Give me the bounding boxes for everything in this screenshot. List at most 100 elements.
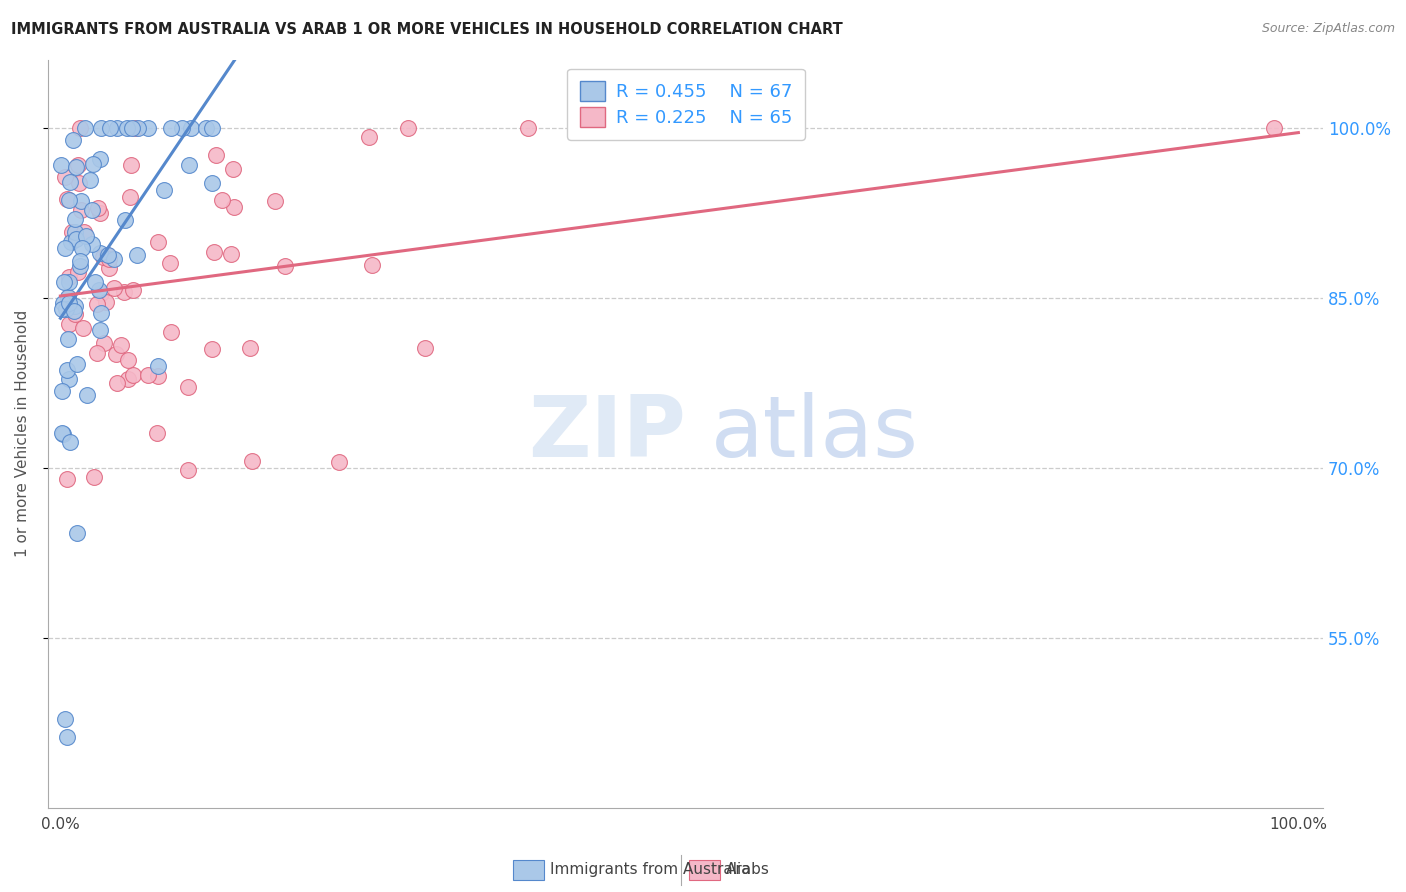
Arabs bbox=[328, 454, 350, 468]
Arabs bbox=[105, 376, 128, 390]
Arabs bbox=[176, 462, 198, 476]
Arabs bbox=[58, 317, 80, 331]
Arabs bbox=[221, 162, 243, 177]
Immigrants from Australia bbox=[58, 296, 80, 310]
Immigrants from Australia bbox=[89, 245, 111, 260]
Arabs bbox=[86, 346, 108, 360]
Immigrants from Australia bbox=[58, 275, 80, 289]
Text: Immigrants from Australia: Immigrants from Australia bbox=[550, 863, 751, 877]
Immigrants from Australia bbox=[89, 283, 111, 297]
Arabs bbox=[219, 247, 242, 261]
Immigrants from Australia bbox=[153, 183, 176, 197]
Arabs bbox=[117, 372, 139, 386]
Arabs bbox=[69, 120, 91, 135]
Arabs bbox=[148, 369, 170, 384]
Immigrants from Australia bbox=[179, 158, 201, 172]
Immigrants from Australia bbox=[65, 160, 87, 174]
Immigrants from Australia bbox=[76, 388, 98, 402]
Immigrants from Australia bbox=[65, 300, 87, 314]
Immigrants from Australia bbox=[63, 211, 86, 226]
Arabs bbox=[96, 248, 118, 262]
Arabs bbox=[120, 189, 142, 203]
Immigrants from Australia bbox=[52, 296, 75, 310]
Arabs bbox=[73, 225, 96, 239]
Immigrants from Australia bbox=[55, 731, 77, 745]
Immigrants from Australia bbox=[125, 248, 148, 262]
Immigrants from Australia bbox=[51, 426, 73, 441]
Arabs bbox=[105, 346, 128, 360]
Immigrants from Australia bbox=[115, 120, 138, 135]
Arabs bbox=[69, 203, 91, 218]
Immigrants from Australia bbox=[80, 236, 103, 251]
Immigrants from Australia bbox=[55, 712, 77, 726]
Immigrants from Australia bbox=[114, 213, 136, 227]
Immigrants from Australia bbox=[65, 525, 87, 540]
Immigrants from Australia bbox=[103, 252, 125, 266]
Arabs bbox=[413, 341, 436, 355]
Arabs bbox=[91, 250, 114, 264]
Immigrants from Australia bbox=[59, 235, 82, 249]
Arabs bbox=[201, 342, 224, 356]
Immigrants from Australia bbox=[56, 332, 79, 346]
Immigrants from Australia bbox=[51, 302, 73, 317]
Immigrants from Australia bbox=[56, 363, 79, 377]
Arabs bbox=[239, 341, 262, 355]
Arabs bbox=[87, 201, 110, 215]
Arabs bbox=[120, 158, 142, 172]
Immigrants from Australia bbox=[89, 152, 111, 166]
Arabs bbox=[159, 325, 181, 339]
Immigrants from Australia bbox=[146, 359, 169, 373]
Immigrants from Australia bbox=[180, 120, 202, 135]
Arabs bbox=[1263, 120, 1285, 135]
Arabs bbox=[53, 169, 76, 184]
Arabs bbox=[124, 120, 146, 135]
Immigrants from Australia bbox=[56, 290, 79, 304]
Arabs bbox=[146, 426, 169, 441]
Immigrants from Australia bbox=[96, 248, 118, 262]
Immigrants from Australia bbox=[82, 202, 104, 217]
Immigrants from Australia bbox=[83, 275, 105, 289]
Immigrants from Australia bbox=[90, 306, 112, 320]
Immigrants from Australia bbox=[59, 175, 82, 189]
Arabs bbox=[67, 158, 90, 172]
Arabs bbox=[222, 200, 245, 214]
Arabs bbox=[117, 353, 139, 368]
Immigrants from Australia bbox=[170, 120, 193, 135]
Immigrants from Australia bbox=[90, 120, 112, 135]
Arabs bbox=[360, 258, 382, 272]
Arabs bbox=[93, 336, 115, 351]
Arabs bbox=[89, 206, 111, 220]
Arabs bbox=[55, 472, 77, 486]
Immigrants from Australia bbox=[195, 120, 218, 135]
Arabs bbox=[263, 194, 285, 209]
Arabs bbox=[56, 291, 79, 305]
Immigrants from Australia bbox=[63, 304, 86, 318]
Arabs bbox=[274, 259, 297, 273]
Immigrants from Australia bbox=[73, 120, 96, 135]
Arabs bbox=[90, 286, 112, 301]
Immigrants from Australia bbox=[65, 225, 87, 239]
Arabs bbox=[83, 470, 105, 484]
Arabs bbox=[136, 368, 159, 382]
Immigrants from Australia bbox=[58, 372, 80, 386]
Arabs bbox=[122, 368, 145, 383]
Arabs bbox=[146, 235, 169, 249]
Arabs bbox=[63, 307, 86, 321]
Immigrants from Australia bbox=[75, 228, 97, 243]
Immigrants from Australia bbox=[53, 241, 76, 255]
Arabs bbox=[396, 120, 419, 135]
Text: Arabs: Arabs bbox=[725, 863, 769, 877]
Immigrants from Australia bbox=[66, 357, 89, 371]
Immigrants from Australia bbox=[62, 133, 84, 147]
Immigrants from Australia bbox=[51, 158, 73, 172]
Immigrants from Australia bbox=[82, 157, 104, 171]
Immigrants from Australia bbox=[51, 384, 73, 398]
Legend: R = 0.455    N = 67, R = 0.225    N = 65: R = 0.455 N = 67, R = 0.225 N = 65 bbox=[567, 69, 804, 140]
Arabs bbox=[96, 295, 118, 310]
Immigrants from Australia bbox=[89, 323, 111, 337]
Arabs bbox=[202, 244, 225, 259]
Immigrants from Australia bbox=[58, 193, 80, 207]
Arabs bbox=[205, 147, 228, 161]
Immigrants from Australia bbox=[55, 302, 77, 317]
Immigrants from Australia bbox=[201, 120, 224, 135]
